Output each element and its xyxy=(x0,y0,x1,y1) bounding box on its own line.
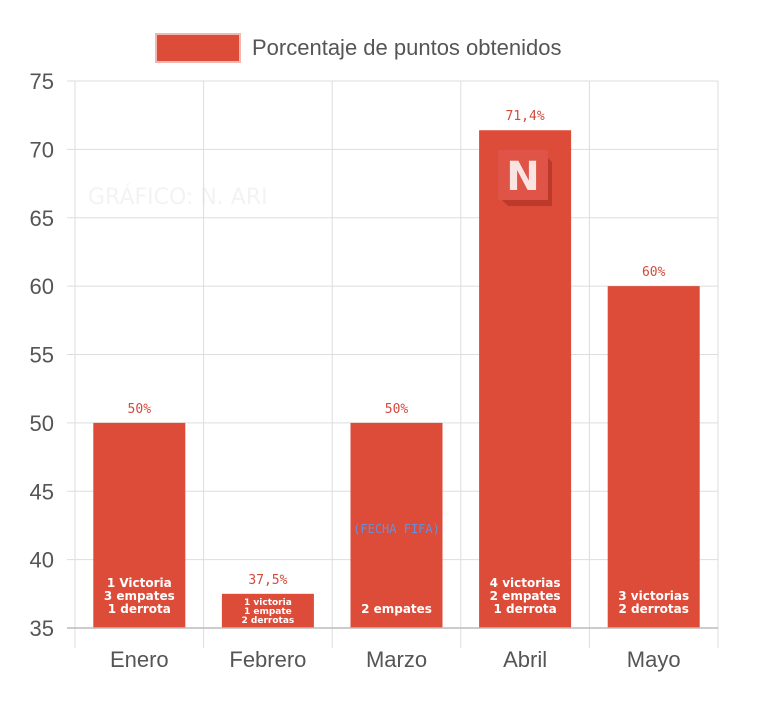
bar-marzo xyxy=(350,422,443,628)
bar-note: 4 victorias xyxy=(490,576,561,590)
x-tick-label: Mayo xyxy=(627,647,681,672)
bar-note: 2 empates xyxy=(361,602,432,616)
legend: Porcentaje de puntos obtenidos xyxy=(155,33,561,63)
bar-abril xyxy=(479,130,572,629)
data-label: 50% xyxy=(128,402,152,417)
watermark-text: GRÁFICO: N. ARI xyxy=(88,184,268,210)
bar-mayo xyxy=(607,286,700,628)
x-tick-label: Enero xyxy=(110,647,169,672)
data-label: 50% xyxy=(385,402,409,417)
y-tick-label: 35 xyxy=(30,616,54,641)
news-logo-icon: N xyxy=(498,150,552,206)
data-label: 60% xyxy=(642,265,666,280)
y-tick-label: 60 xyxy=(30,274,54,299)
data-label: 37,5% xyxy=(248,573,287,588)
bar-note: 1 derrota xyxy=(108,602,171,616)
data-label: 71,4% xyxy=(506,109,545,124)
y-tick-label: 40 xyxy=(30,548,54,573)
y-tick-label: 55 xyxy=(30,343,54,368)
y-tick-label: 75 xyxy=(30,69,54,94)
y-tick-label: 65 xyxy=(30,206,54,231)
bar-note: 1 victoria xyxy=(244,598,292,608)
bar-note: 2 empates xyxy=(490,589,561,603)
legend-swatch xyxy=(155,33,241,63)
y-axis: 35 40 45 50 55 60 65 70 75 xyxy=(30,69,54,641)
legend-label: Porcentaje de puntos obtenidos xyxy=(252,35,561,60)
y-tick-label: 50 xyxy=(30,411,54,436)
bar-febrero xyxy=(221,593,314,628)
bar-note: 3 empates xyxy=(104,589,175,603)
bar-note: 2 derrotas xyxy=(619,602,689,616)
annotation-fecha-fifa: (FECHA FIFA) xyxy=(353,522,440,536)
y-tick-label: 70 xyxy=(30,137,54,162)
bar-note: 3 victorias xyxy=(618,589,689,603)
x-tick-label: Febrero xyxy=(229,647,306,672)
bar-note: 1 Victoria xyxy=(107,576,172,590)
y-tick-label: 45 xyxy=(30,479,54,504)
bar-note: 1 derrota xyxy=(494,602,557,616)
x-tick-label: Abril xyxy=(503,647,547,672)
grid xyxy=(67,80,719,648)
logo-letter: N xyxy=(506,154,539,200)
bar-note: 2 derrotas xyxy=(242,616,295,626)
bar-enero xyxy=(93,422,186,628)
x-axis: Enero Febrero Marzo Abril Mayo xyxy=(67,627,718,672)
bar-note: 1 empate xyxy=(244,607,292,617)
x-tick-label: Marzo xyxy=(366,647,427,672)
